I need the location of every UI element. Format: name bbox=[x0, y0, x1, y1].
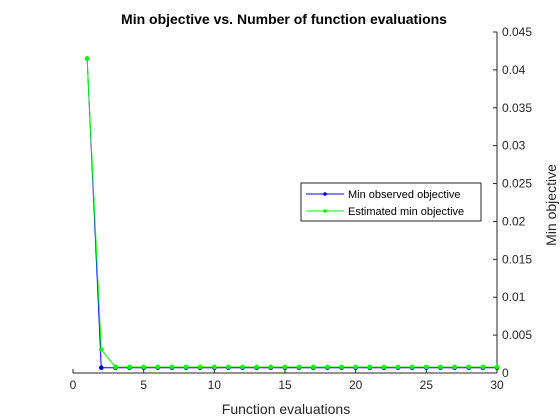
data-point bbox=[127, 364, 132, 370]
data-point bbox=[466, 364, 472, 370]
legend-swatch-marker bbox=[323, 192, 327, 196]
x-ticks: 0 5 10 15 20 25 30 bbox=[70, 369, 504, 392]
data-point bbox=[339, 364, 344, 370]
x-tick-label: 10 bbox=[208, 378, 222, 392]
data-point bbox=[169, 364, 175, 370]
y-tick-label: 0.04 bbox=[502, 63, 526, 77]
data-point bbox=[325, 364, 330, 370]
data-point bbox=[310, 364, 316, 370]
legend-swatch-marker bbox=[323, 209, 327, 213]
data-point bbox=[452, 364, 457, 370]
data-point bbox=[296, 364, 302, 370]
y-axis-label: Min objective bbox=[543, 164, 559, 246]
data-point bbox=[381, 364, 387, 370]
data-point bbox=[395, 364, 401, 370]
data-point bbox=[183, 364, 189, 370]
data-point bbox=[113, 364, 118, 370]
legend-box bbox=[300, 182, 482, 222]
data-point bbox=[424, 364, 429, 370]
data-point bbox=[353, 364, 358, 370]
x-tick-label: 5 bbox=[140, 378, 147, 392]
y-tick-label: 0.005 bbox=[502, 328, 532, 342]
y-ticks: 0 0.005 0.01 0.015 0.02 0.025 0.03 0.035 0.04 0.0… bbox=[493, 25, 532, 380]
y-tick-label: 0.025 bbox=[502, 177, 532, 191]
data-point bbox=[494, 364, 500, 370]
series-line bbox=[86, 58, 497, 369]
data-point bbox=[98, 347, 104, 352]
y-tick-label: 0.035 bbox=[502, 101, 532, 115]
data-point bbox=[98, 365, 104, 370]
legend: Min observed objective Estimated min obje… bbox=[300, 182, 482, 222]
y-tick-label: 0 bbox=[502, 366, 509, 380]
data-point bbox=[155, 364, 161, 370]
y-tick-label: 0.045 bbox=[502, 25, 532, 39]
data-point bbox=[282, 364, 288, 370]
plot-area: 0 5 10 15 20 25 30 0 0.005 0.01 0.015 0.02 0.025 0.0… bbox=[70, 25, 533, 392]
series-line bbox=[86, 58, 497, 368]
data-point bbox=[226, 364, 231, 370]
data-point bbox=[240, 364, 245, 370]
y-tick-label: 0.02 bbox=[502, 214, 526, 228]
x-tick-label: 15 bbox=[278, 378, 292, 392]
data-point bbox=[212, 364, 217, 370]
x-tick-label: 30 bbox=[490, 378, 504, 392]
legend-entry-label: Estimated min objective bbox=[348, 206, 464, 218]
data-point bbox=[438, 364, 443, 370]
series-layer bbox=[84, 56, 500, 370]
series-estimated-min-objective bbox=[84, 56, 500, 370]
data-point bbox=[480, 364, 486, 370]
data-point bbox=[254, 364, 260, 370]
y-tick-label: 0.01 bbox=[502, 290, 526, 304]
y-tick-label: 0.03 bbox=[502, 139, 526, 153]
data-point bbox=[84, 56, 90, 61]
data-point bbox=[197, 364, 203, 370]
data-point bbox=[268, 364, 274, 370]
data-point bbox=[409, 364, 415, 370]
x-tick-label: 20 bbox=[349, 378, 363, 392]
x-tick-label: 0 bbox=[70, 378, 77, 392]
y-tick-label: 0.015 bbox=[502, 252, 532, 266]
x-axis-label: Function evaluations bbox=[222, 401, 350, 417]
data-point bbox=[367, 364, 373, 370]
x-tick-label: 25 bbox=[420, 378, 434, 392]
data-point bbox=[141, 364, 146, 370]
legend-entry-label: Min observed objective bbox=[348, 189, 461, 201]
chart-title: Min objective vs. Number of function eva… bbox=[121, 11, 447, 27]
